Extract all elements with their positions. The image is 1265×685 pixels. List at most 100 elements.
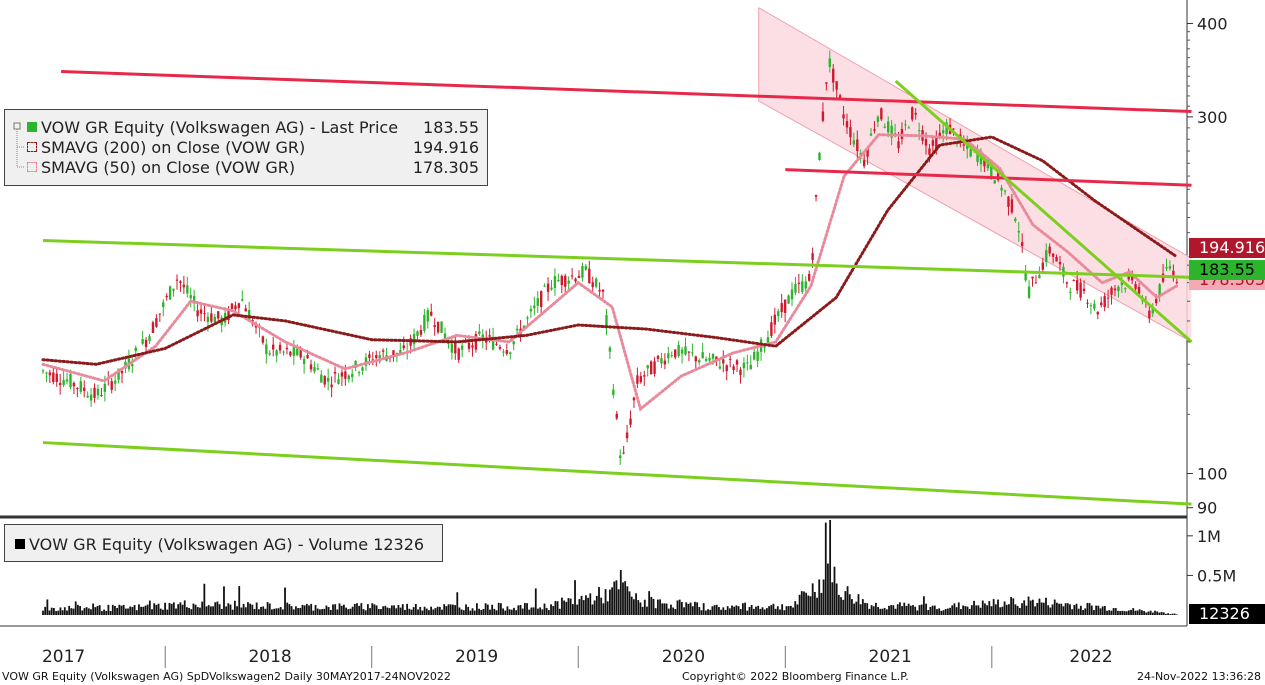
volume-bar bbox=[694, 601, 696, 615]
price-candle bbox=[845, 121, 849, 128]
volume-bar bbox=[746, 610, 749, 615]
volume-bar bbox=[183, 600, 186, 615]
price-candle bbox=[742, 362, 746, 369]
volume-bar bbox=[122, 604, 125, 615]
volume-y-tick-label: 0.5M bbox=[1197, 566, 1236, 585]
price-candle bbox=[460, 345, 464, 350]
volume-bar bbox=[776, 606, 779, 615]
legend-tree-icon bbox=[13, 157, 25, 177]
volume-bar bbox=[558, 608, 561, 615]
price-candle bbox=[533, 305, 536, 309]
volume-bar bbox=[271, 609, 273, 615]
price-candle bbox=[1017, 231, 1020, 233]
volume-bar bbox=[772, 603, 775, 615]
volume-bar bbox=[332, 604, 334, 615]
price-candle bbox=[199, 309, 203, 314]
volume-bar bbox=[689, 602, 692, 615]
price-candle bbox=[299, 348, 302, 358]
volume-bar bbox=[554, 601, 557, 615]
price-candle bbox=[914, 112, 917, 115]
volume-bar bbox=[255, 602, 258, 615]
volume-bar bbox=[888, 605, 890, 615]
volume-bar bbox=[1071, 609, 1074, 615]
price-candle bbox=[1165, 267, 1168, 269]
price-candle bbox=[502, 351, 505, 353]
volume-bar bbox=[1130, 609, 1132, 615]
volume-bar bbox=[877, 607, 879, 615]
volume-bar bbox=[676, 600, 679, 615]
volume-bar bbox=[702, 603, 705, 615]
volume-bar bbox=[279, 607, 282, 615]
volume-bar bbox=[864, 602, 866, 615]
volume-bar bbox=[401, 604, 404, 615]
price-candle bbox=[656, 355, 660, 359]
price-candle bbox=[474, 334, 478, 350]
price-candle bbox=[488, 335, 491, 337]
volume-bar bbox=[670, 604, 672, 615]
volume-bar bbox=[794, 601, 797, 615]
price-candle bbox=[577, 275, 581, 278]
volume-bar bbox=[1021, 603, 1023, 615]
volume-bar bbox=[800, 591, 803, 615]
price-candle bbox=[1134, 284, 1137, 289]
volume-bar bbox=[678, 599, 681, 615]
volume-bar bbox=[774, 608, 777, 615]
price-candle bbox=[471, 345, 474, 348]
price-candle bbox=[416, 331, 419, 336]
volume-bar bbox=[1099, 608, 1102, 615]
price-candle bbox=[917, 130, 921, 132]
price-candle bbox=[856, 139, 859, 152]
volume-bar bbox=[53, 608, 55, 615]
legend-swatch-sma200 bbox=[27, 142, 37, 152]
volume-bar bbox=[353, 603, 356, 615]
volume-bar bbox=[290, 606, 293, 615]
volume-bar bbox=[129, 606, 132, 615]
price-candle bbox=[285, 347, 289, 350]
volume-bar bbox=[1010, 597, 1013, 615]
volume-bar bbox=[916, 610, 919, 615]
price-candle bbox=[364, 357, 368, 366]
volume-bar bbox=[796, 604, 799, 615]
volume-bar bbox=[327, 607, 330, 615]
volume-bar bbox=[336, 609, 339, 615]
price-candle bbox=[457, 348, 460, 360]
volume-bar bbox=[81, 610, 84, 615]
price-candle bbox=[326, 377, 330, 382]
volume-bar bbox=[489, 609, 491, 615]
price-candle bbox=[1110, 287, 1113, 295]
price-candle bbox=[330, 384, 333, 388]
price-candle bbox=[230, 303, 234, 309]
volume-bar bbox=[1077, 608, 1080, 615]
volume-tag: 12326 bbox=[1189, 604, 1265, 624]
volume-bar bbox=[571, 604, 574, 615]
price-candle bbox=[794, 284, 797, 293]
legend-row-volume: VOW GR Equity (Volkswagen AG) - Volume 1… bbox=[15, 534, 434, 554]
price-candle bbox=[574, 278, 577, 282]
price-candle bbox=[1137, 286, 1141, 295]
volume-bar bbox=[556, 601, 559, 615]
volume-bar bbox=[295, 606, 297, 615]
volume-bar bbox=[907, 603, 910, 615]
volume-bar bbox=[927, 610, 930, 615]
price-candle bbox=[478, 331, 481, 334]
volume-bar bbox=[1029, 600, 1032, 615]
date-axis-label: 2020 bbox=[662, 647, 705, 667]
volume-bar bbox=[713, 605, 716, 615]
volume-bar bbox=[944, 609, 947, 615]
volume-bar bbox=[1143, 611, 1146, 615]
price-candle bbox=[584, 266, 588, 270]
volume-bar bbox=[1090, 605, 1093, 615]
volume-bar bbox=[870, 605, 873, 615]
price-candle bbox=[282, 351, 285, 353]
price-candle bbox=[663, 360, 667, 365]
volume-bar bbox=[325, 605, 328, 615]
price-candle bbox=[983, 158, 986, 167]
price-candle bbox=[619, 455, 622, 459]
volume-bar bbox=[251, 604, 254, 615]
price-candle bbox=[698, 360, 701, 363]
price-candle bbox=[361, 367, 364, 371]
volume-bar bbox=[223, 586, 225, 615]
volume-bar bbox=[449, 604, 452, 615]
volume-bar bbox=[1016, 605, 1019, 615]
volume-bar bbox=[811, 583, 814, 615]
